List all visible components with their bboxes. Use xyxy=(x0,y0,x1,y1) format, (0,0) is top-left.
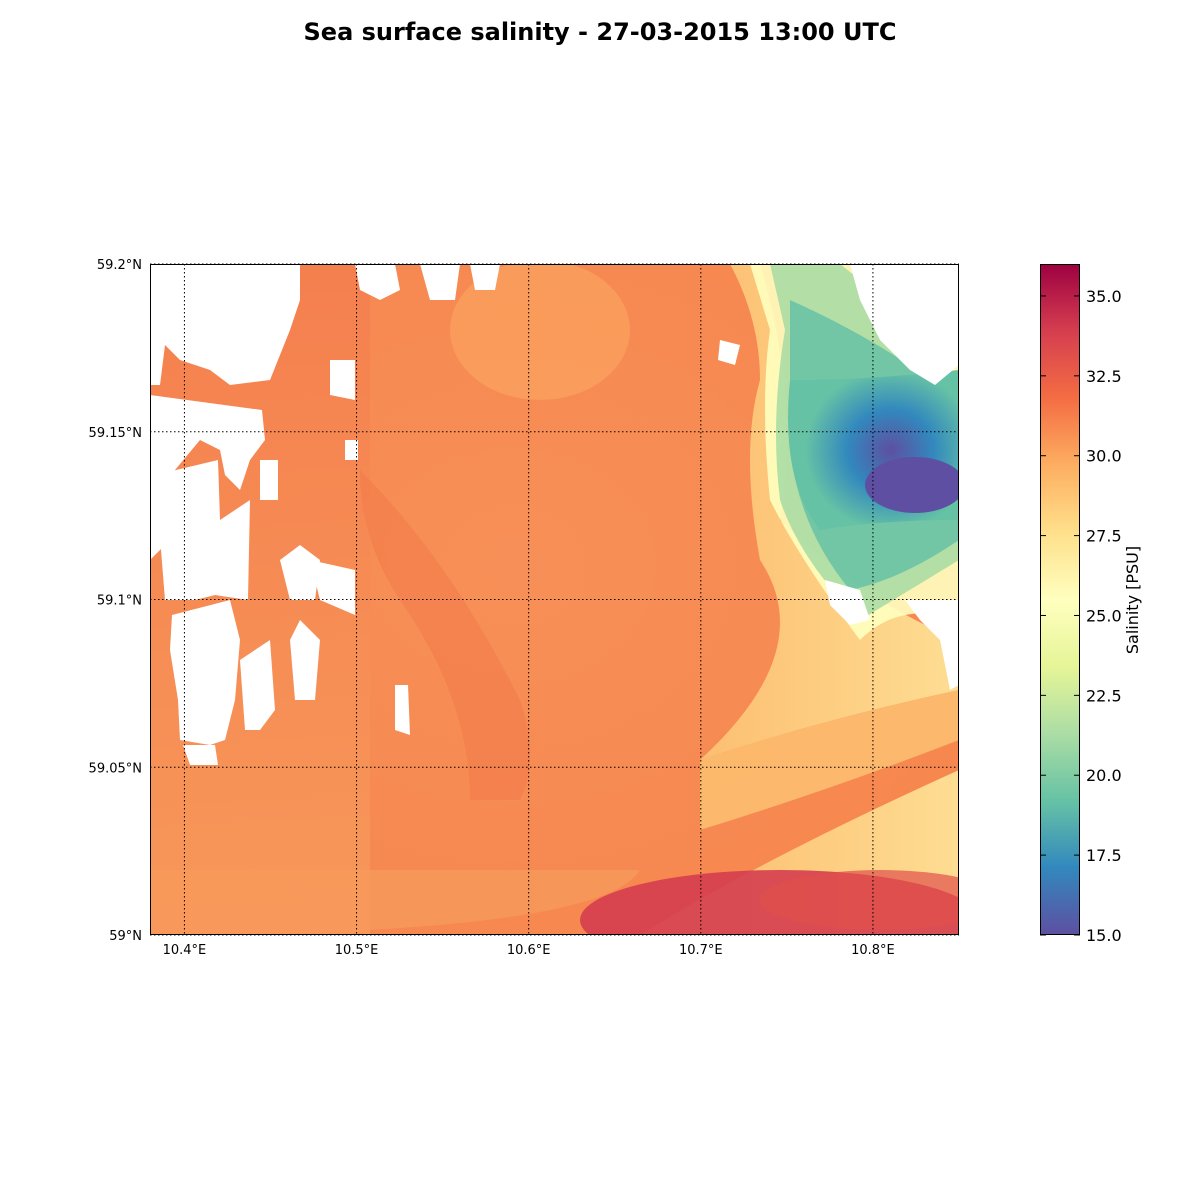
colorbar-tick-label: 22.5 xyxy=(1086,686,1122,705)
colorbar-ticks: 15.0 17.5 20.0 22.5 25.0 27.5 30.0 32.5 35.0 xyxy=(1040,287,1122,945)
colorbar-tick-label: 17.5 xyxy=(1086,846,1122,865)
lon-tick-label: 10.5°E xyxy=(335,943,379,958)
colorbar-tick-label: 35.0 xyxy=(1086,287,1122,306)
colorbar-gradient xyxy=(1040,264,1080,935)
lat-tick-label: 59.1°N xyxy=(97,594,142,609)
lon-tick-label: 10.6°E xyxy=(507,943,551,958)
longitude-tick-labels: 10.4°E 10.5°E 10.6°E 10.7°E 10.8°E xyxy=(163,943,895,958)
lat-tick-label: 59.2°N xyxy=(97,258,142,273)
latitude-tick-labels: 59°N 59.05°N 59.1°N 59.15°N 59.2°N xyxy=(89,258,142,944)
colorbar-tick-label: 30.0 xyxy=(1086,447,1122,466)
map-frame xyxy=(150,264,959,935)
colorbar-label: Salinity [PSU] xyxy=(1123,546,1142,654)
colorbar-tick-label: 32.5 xyxy=(1086,367,1122,386)
lon-tick-label: 10.7°E xyxy=(679,943,723,958)
lat-tick-label: 59°N xyxy=(109,929,142,944)
lat-tick-label: 59.15°N xyxy=(89,426,142,441)
lon-tick-label: 10.8°E xyxy=(851,943,895,958)
chart-title: Sea surface salinity - 27-03-2015 13:00 … xyxy=(303,18,897,46)
lon-tick-label: 10.4°E xyxy=(163,943,207,958)
colorbar-tick-label: 20.0 xyxy=(1086,766,1122,785)
land-mask xyxy=(150,264,959,765)
colorbar-tick-label: 27.5 xyxy=(1086,527,1122,546)
colorbar-frame xyxy=(1040,264,1080,935)
lat-tick-label: 59.05°N xyxy=(89,761,142,776)
colorbar-tick-label: 15.0 xyxy=(1086,926,1122,945)
colorbar-tick-label: 25.0 xyxy=(1086,606,1122,625)
